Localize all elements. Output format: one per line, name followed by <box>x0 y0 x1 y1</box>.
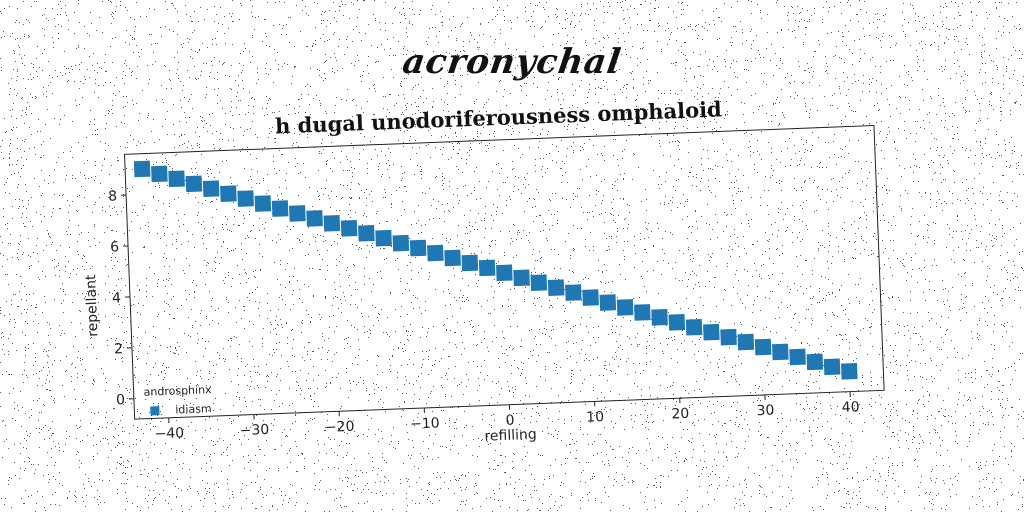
data-point <box>358 225 375 242</box>
data-point <box>289 205 306 222</box>
data-point <box>513 269 530 286</box>
data-point <box>427 245 444 262</box>
data-point <box>220 185 237 202</box>
data-point <box>134 161 151 178</box>
data-point <box>203 180 220 197</box>
y-tick-label: 6 <box>110 239 120 255</box>
data-point <box>789 349 806 366</box>
legend: androsphinx idiasm <box>143 383 212 418</box>
data-point <box>462 255 479 272</box>
legend-square-marker-icon <box>150 406 159 415</box>
data-point <box>168 171 185 188</box>
legend-entry-label: idiasm <box>175 402 212 416</box>
data-point <box>600 294 617 311</box>
data-point <box>841 363 858 380</box>
data-point <box>151 166 168 183</box>
data-point <box>565 284 582 301</box>
data-point <box>393 235 410 252</box>
data-point <box>772 344 789 361</box>
data-point <box>703 324 720 341</box>
data-point <box>755 339 772 356</box>
data-point <box>496 265 513 282</box>
legend-title: androsphinx <box>143 383 211 399</box>
data-point <box>444 250 461 267</box>
y-axis-label: repellant <box>83 274 101 337</box>
x-tick-label: 0 <box>505 413 515 429</box>
y-tick-label: 4 <box>112 290 122 306</box>
data-point <box>375 230 392 247</box>
data-point <box>306 210 323 227</box>
data-point <box>824 359 841 376</box>
data-point <box>341 220 358 237</box>
y-tick-label: 2 <box>114 341 124 357</box>
data-point <box>479 260 496 277</box>
data-point <box>548 279 565 296</box>
data-point <box>669 314 686 331</box>
data-point <box>410 240 427 257</box>
data-point <box>720 329 737 346</box>
data-point <box>582 289 599 306</box>
data-point <box>634 304 651 321</box>
data-point <box>531 274 548 291</box>
legend-entry: idiasm <box>144 402 212 418</box>
data-point <box>324 215 341 232</box>
data-point <box>686 319 703 336</box>
y-tick-label: 0 <box>116 392 126 408</box>
data-point <box>617 299 634 316</box>
data-point <box>738 334 755 351</box>
data-point <box>255 195 272 212</box>
data-point <box>237 190 254 207</box>
data-point <box>272 200 289 217</box>
data-point <box>807 354 824 371</box>
data-point <box>186 175 203 192</box>
data-point <box>651 309 668 326</box>
y-tick-label: 8 <box>108 188 118 204</box>
